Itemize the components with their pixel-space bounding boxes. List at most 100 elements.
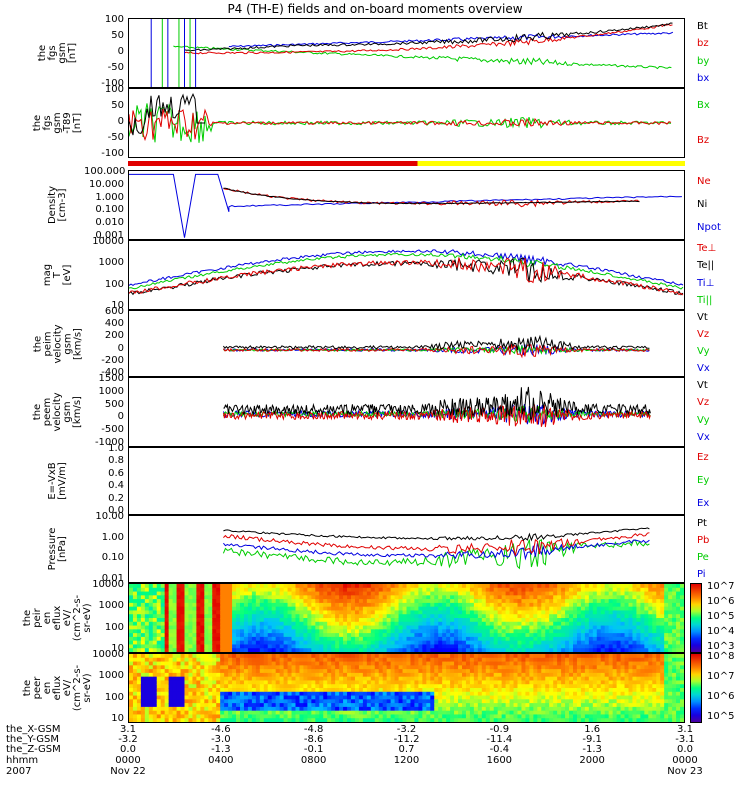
spectrogram-cell — [640, 684, 645, 689]
spectrogram-cell — [632, 684, 638, 689]
spectrogram-cell — [450, 602, 455, 608]
spectrogram-cell — [576, 636, 582, 642]
spectrogram-cell — [299, 714, 305, 719]
spectrogram-cell — [386, 633, 392, 638]
spectrogram-cell — [152, 618, 158, 623]
spectrogram-cell — [172, 676, 178, 682]
spectrogram-cell — [569, 587, 574, 593]
spectrogram-cell — [438, 640, 443, 646]
spectrogram-cell — [271, 703, 277, 708]
spectrogram-cell — [370, 695, 376, 700]
spectrogram-cell — [354, 672, 360, 678]
spectrogram-cell — [402, 640, 408, 646]
spectrogram-cell — [267, 661, 273, 666]
spectrogram-cell — [406, 661, 412, 666]
spectrogram-cell — [561, 654, 566, 659]
spectrogram-cell — [513, 691, 519, 697]
spectrogram-cell — [557, 602, 562, 608]
spectrogram-cell — [446, 684, 451, 689]
y-tick-label: 100.000 — [84, 166, 126, 177]
spectrogram-cell — [576, 665, 582, 670]
spectrogram-cell — [469, 680, 475, 685]
spectrogram-cell — [259, 669, 265, 674]
spectrogram-cell — [136, 710, 142, 716]
spectrogram-cell — [362, 714, 368, 719]
spectrogram-cell — [481, 621, 487, 627]
spectrogram-cell — [462, 676, 467, 682]
spectrogram-cell — [299, 684, 305, 689]
spectrogram-cell — [382, 714, 388, 719]
spectrogram-cell — [263, 699, 269, 704]
spectrogram-cell — [366, 672, 372, 678]
spectrogram-cell — [180, 718, 186, 723]
spectrogram-cell — [152, 606, 158, 612]
spectrogram-cell — [132, 669, 138, 674]
spectrogram-cell — [164, 606, 170, 612]
spectrogram-cell — [192, 706, 197, 712]
spectrogram-cell — [327, 584, 332, 589]
spectrogram-cell — [279, 618, 285, 623]
spectrogram-cell — [402, 688, 408, 693]
spectrogram-cell — [430, 706, 435, 712]
spectrogram-cell — [430, 599, 435, 604]
spectrogram-cell — [275, 657, 281, 663]
spectrogram-cell — [315, 644, 320, 649]
spectrogram-cell — [573, 661, 578, 666]
spectrogram-cell — [362, 636, 368, 642]
legend-peem_velocity-2: Vy — [697, 414, 710, 426]
spectrogram-cell — [620, 625, 626, 630]
spectrogram-cell — [545, 672, 550, 678]
spectrogram-cell — [386, 714, 392, 719]
spectrogram-cell — [351, 591, 356, 596]
spectrogram-cell — [458, 640, 463, 646]
spectrogram-cell — [216, 621, 221, 627]
spectrogram-cell — [458, 699, 463, 704]
spectrogram-cell — [283, 621, 289, 627]
spectrogram-cell — [525, 706, 530, 712]
spectrogram-cell — [584, 636, 590, 642]
spectrogram-cell — [232, 621, 237, 627]
spectrogram-cell — [164, 595, 170, 600]
spectrogram-cell — [394, 595, 400, 600]
spectrogram-cell — [430, 621, 435, 627]
spectrogram-cell — [378, 625, 384, 630]
spectrogram-cell — [136, 688, 142, 693]
spectrogram-cell — [592, 718, 598, 723]
spectrogram-cell — [291, 633, 297, 638]
spectrogram-cell — [311, 595, 316, 600]
spectrogram-cell — [608, 714, 614, 719]
spectrogram-cell — [172, 680, 178, 685]
spectrogram-cell — [660, 648, 665, 653]
spectrogram-cell — [319, 661, 324, 666]
spectrogram-cell — [212, 672, 217, 678]
spectrogram-cell — [469, 621, 475, 627]
spectrogram-cell — [366, 706, 372, 712]
spectrogram-cell — [259, 654, 265, 659]
spectrogram-cell — [224, 591, 229, 596]
spectrogram-cell — [251, 587, 257, 593]
spectrogram-cell — [319, 669, 324, 674]
spectrogram-cell — [208, 599, 213, 604]
spectrogram-cell — [481, 657, 487, 663]
spectrogram-cell — [533, 610, 538, 615]
spectrogram-cell — [362, 599, 368, 604]
spectrogram-cell — [612, 710, 618, 716]
spectrogram-cell — [569, 591, 574, 596]
spectrogram-cell — [442, 606, 447, 612]
spectrogram-cell — [402, 614, 408, 619]
spectrogram-cell — [513, 614, 519, 619]
spectrogram-cell — [525, 699, 530, 704]
spectrogram-cell — [533, 718, 538, 723]
spectrogram-cell — [584, 584, 590, 589]
spectrogram-cell — [569, 661, 574, 666]
spectrogram-cell — [148, 606, 154, 612]
spectrogram-cell — [541, 591, 546, 596]
spectrogram-cell — [236, 714, 241, 719]
spectrogram-cell — [184, 648, 190, 653]
spectrogram-cell — [291, 680, 297, 685]
spectrogram-cell — [465, 584, 471, 589]
spectrogram-cell — [533, 621, 538, 627]
spectrogram-cell — [481, 636, 487, 642]
spectrogram-cell — [386, 688, 392, 693]
spectrogram-cell — [588, 710, 594, 716]
